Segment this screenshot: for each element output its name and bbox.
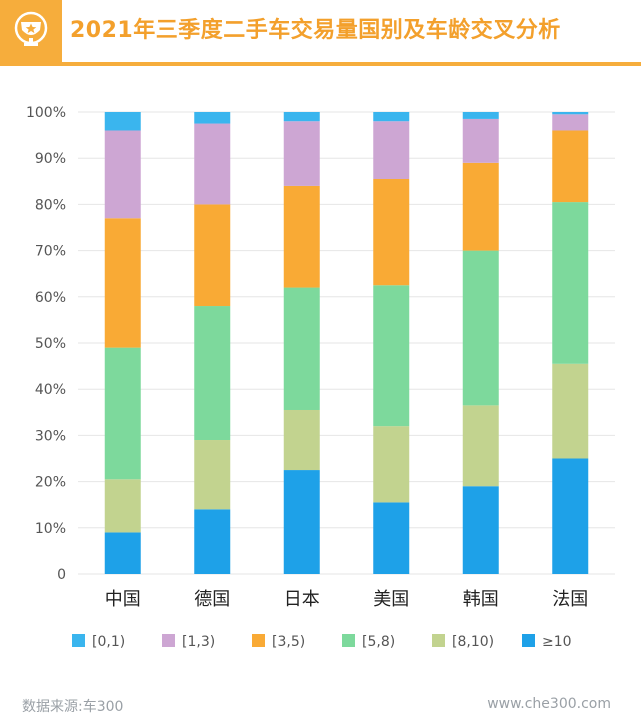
bar-segment xyxy=(283,409,320,471)
legend-label: [3,5) xyxy=(272,634,305,650)
page-title: 2021年三季度二手车交易量国别及车龄交叉分析 xyxy=(70,18,561,43)
legend-label: ≥10 xyxy=(542,634,572,650)
bar-segment xyxy=(104,112,141,131)
y-tick-label: 90% xyxy=(35,151,66,167)
legend-label: [0,1) xyxy=(92,634,125,650)
grid-lines xyxy=(78,111,615,575)
bar-segment xyxy=(194,440,231,510)
bar-segment xyxy=(194,123,231,205)
legend-label: [1,3) xyxy=(182,634,215,650)
bar-segment xyxy=(552,458,589,574)
bar-segment xyxy=(373,121,410,179)
y-tick-label: 100% xyxy=(26,105,66,121)
y-tick-label: 40% xyxy=(35,382,66,398)
bar-segment xyxy=(462,112,499,119)
bar-segment xyxy=(283,287,320,410)
bar-segment xyxy=(194,112,231,124)
bar-segment xyxy=(462,486,499,574)
x-category-label: 日本 xyxy=(284,589,320,610)
y-tick-label: 50% xyxy=(35,336,66,352)
bar-segment xyxy=(104,347,141,480)
x-category-label: 韩国 xyxy=(463,589,499,610)
y-tick-label: 20% xyxy=(35,475,66,491)
bar-segment xyxy=(283,185,320,288)
bar-segment xyxy=(552,363,589,459)
legend-swatch xyxy=(72,634,85,647)
bar-segment xyxy=(194,306,231,441)
bar-segment xyxy=(552,130,589,203)
y-tick-label: 60% xyxy=(35,290,66,306)
bar-segment xyxy=(373,285,410,427)
legend-swatch xyxy=(432,634,445,647)
x-category-label: 法国 xyxy=(552,589,588,610)
legend-swatch xyxy=(252,634,265,647)
legend-swatch xyxy=(162,634,175,647)
stacked-bar-chart: 0 10% 20% 30% 40% 50% 60% 70% 80% 90% 100% 中国 德国 日本 美… xyxy=(26,105,615,650)
bar-segment xyxy=(552,112,589,115)
y-tick-label: 70% xyxy=(35,244,66,260)
bar-segment xyxy=(373,426,410,503)
bar-segment xyxy=(194,509,231,574)
bar-segment xyxy=(552,202,589,364)
y-tick-label: 80% xyxy=(35,197,66,213)
bar-segment xyxy=(373,178,410,286)
header: 2021年三季度二手车交易量国别及车龄交叉分析 xyxy=(0,0,641,62)
x-category-label: 美国 xyxy=(373,589,409,610)
bar-segment xyxy=(104,218,141,348)
bar-segment xyxy=(373,112,410,122)
legend-swatch xyxy=(522,634,535,647)
bar-segment xyxy=(462,118,499,163)
y-tick-label: 10% xyxy=(35,521,66,537)
trophy-icon xyxy=(14,11,48,46)
bar-segment xyxy=(104,479,141,533)
data-source-label: 数据来源:车300 xyxy=(22,699,124,715)
bar-segment xyxy=(462,405,499,487)
x-category-label: 德国 xyxy=(194,589,230,610)
bar-segment xyxy=(462,250,499,406)
bar-segment xyxy=(552,114,589,131)
bars xyxy=(104,112,589,574)
y-tick-label: 30% xyxy=(35,428,66,444)
x-axis-labels: 中国 德国 日本 美国 韩国 法国 xyxy=(105,589,589,610)
y-axis-ticks: 0 10% 20% 30% 40% 50% 60% 70% 80% 90% 100% xyxy=(26,105,66,583)
legend-label: [8,10) xyxy=(452,634,494,650)
bar-segment xyxy=(283,121,320,186)
x-category-label: 中国 xyxy=(105,589,141,610)
bar-segment xyxy=(462,162,499,251)
y-tick-label: 0 xyxy=(57,567,66,583)
header-badge xyxy=(0,0,62,62)
footer: 数据来源:车300 www.che300.com xyxy=(0,690,641,726)
bar-segment xyxy=(104,130,141,219)
bar-segment xyxy=(283,470,320,574)
legend-swatch xyxy=(342,634,355,647)
bar-segment xyxy=(104,532,141,574)
legend: [0,1) [1,3) [3,5) [5,8) [8,10) ≥10 xyxy=(72,634,572,650)
bar-segment xyxy=(194,204,231,307)
legend-label: [5,8) xyxy=(362,634,395,650)
bar-segment xyxy=(283,112,320,122)
bar-segment xyxy=(373,502,410,574)
header-divider xyxy=(0,62,641,66)
website-url: www.che300.com xyxy=(487,696,611,712)
